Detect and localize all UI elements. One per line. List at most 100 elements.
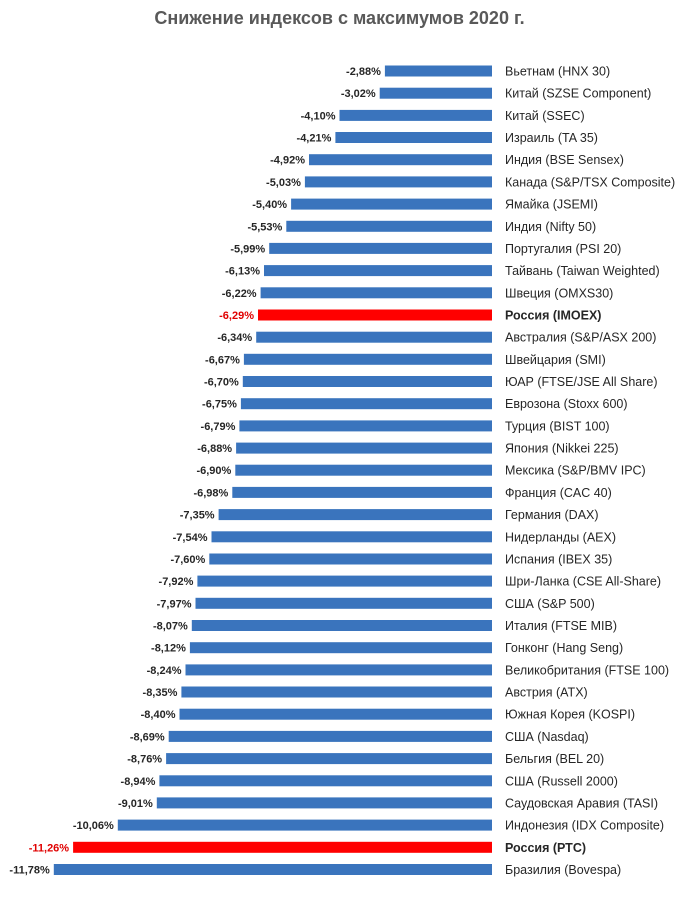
bar (191, 620, 493, 631)
bar (232, 486, 493, 498)
category-label: США (Nasdaq) (505, 730, 589, 744)
bar (239, 420, 492, 432)
category-label: Италия (FTSE MIB) (505, 619, 617, 633)
bar (339, 109, 492, 121)
category-label: Индия (Nifty 50) (505, 220, 596, 234)
data-label: -7,54% (173, 532, 208, 544)
bar (309, 154, 492, 166)
chart-title: Снижение индексов с максимумов 2020 г. (154, 8, 525, 28)
category-label: ЮАР (FTSE/JSE All Share) (505, 375, 658, 389)
data-label: -10,06% (73, 820, 114, 832)
bar (242, 376, 492, 387)
data-label: -6,22% (222, 288, 257, 300)
data-label: -7,97% (157, 598, 192, 610)
category-label: Индия (BSE Sensex) (505, 153, 624, 167)
category-label: Россия (IMOEX) (505, 309, 601, 323)
data-label: -6,90% (196, 465, 231, 477)
data-label: -6,34% (217, 332, 252, 344)
bar (218, 509, 492, 521)
category-label: Тайвань (Taiwan Weighted) (505, 264, 660, 278)
bar (195, 597, 492, 609)
category-label: Япония (Nikkei 225) (505, 442, 619, 456)
data-label: -3,02% (341, 88, 376, 100)
category-label: Франция (CAC 40) (505, 486, 612, 500)
category-label: Россия (РТС) (505, 841, 586, 855)
data-label: -11,26% (29, 842, 70, 854)
bar (156, 797, 493, 809)
category-label: Израиль (TA 35) (505, 131, 598, 145)
bar (53, 864, 493, 875)
bar (240, 398, 492, 410)
category-label: Нидерланды (AEX) (505, 530, 616, 544)
category-label: Гонконг (Hang Seng) (505, 641, 623, 655)
bar (304, 176, 492, 188)
category-label: Шри-Ланка (CSE All-Share) (505, 575, 661, 589)
data-label: -7,92% (159, 576, 194, 588)
category-label: США (Russell 2000) (505, 774, 618, 788)
bar (258, 309, 492, 321)
data-label: -8,35% (143, 687, 178, 699)
data-label: -9,01% (118, 798, 153, 810)
bar (243, 353, 492, 365)
category-label: Китай (SZSE Component) (505, 87, 651, 101)
bar (181, 686, 492, 698)
data-label: -6,67% (205, 354, 240, 366)
bar (117, 819, 493, 831)
bar (211, 531, 492, 543)
category-label: Швейцария (SMI) (505, 353, 606, 367)
data-label: -8,69% (130, 731, 165, 743)
data-label: -2,88% (346, 66, 381, 78)
category-label: Испания (IBEX 35) (505, 553, 612, 567)
bar (236, 442, 492, 454)
category-label: Бразилия (Bovespa) (505, 863, 621, 877)
data-label: -6,75% (202, 399, 237, 411)
category-label: Вьетнам (HNX 30) (505, 65, 610, 79)
category-label: Австрия (ATX) (505, 686, 588, 700)
bar (185, 664, 492, 676)
data-label: -6,79% (201, 421, 236, 433)
data-label: -4,10% (301, 110, 336, 122)
data-label: -8,76% (127, 754, 162, 766)
bar (291, 198, 492, 210)
category-label: Китай (SSEC) (505, 109, 585, 123)
bar (264, 265, 492, 277)
data-label: -5,03% (266, 177, 301, 189)
data-label: -7,35% (180, 510, 215, 522)
category-label: Португалия (PSI 20) (505, 242, 621, 256)
category-label: Южная Корея (KOSPI) (505, 708, 635, 722)
data-label: -6,88% (197, 443, 232, 455)
bar (73, 841, 492, 853)
bar (166, 753, 492, 765)
category-label: Бельгия (BEL 20) (505, 752, 604, 766)
category-label: Индонезия (IDX Composite) (505, 819, 664, 833)
data-label: -8,24% (147, 665, 182, 677)
data-label: -8,12% (151, 643, 186, 655)
category-label: Германия (DAX) (505, 508, 599, 522)
data-label: -8,07% (153, 621, 188, 633)
bar (256, 331, 492, 343)
bar (286, 220, 492, 232)
category-label: Великобритания (FTSE 100) (505, 663, 669, 677)
category-label: Ямайка (JSEMI) (505, 198, 598, 212)
data-label: -6,70% (204, 377, 239, 389)
category-label: Еврозона (Stoxx 600) (505, 397, 628, 411)
category-label: Швеция (OMXS30) (505, 286, 613, 300)
bar (235, 464, 493, 476)
data-label: -8,94% (121, 776, 156, 788)
data-label: -6,29% (219, 310, 254, 322)
data-label: -4,21% (297, 133, 332, 145)
bar (335, 132, 492, 143)
bar (179, 708, 492, 720)
bar (379, 87, 492, 99)
category-label: Канада (S&P/TSX Composite) (505, 175, 675, 189)
bar (260, 287, 492, 299)
bar (168, 730, 492, 742)
category-label: Австралия (S&P/ASX 200) (505, 331, 656, 345)
category-label: Саудовская Аравия (TASI) (505, 796, 658, 810)
data-label: -5,99% (230, 243, 265, 255)
data-label: -5,53% (247, 221, 282, 233)
bar (209, 553, 493, 565)
bar (159, 775, 492, 787)
data-label: -11,78% (9, 865, 50, 877)
